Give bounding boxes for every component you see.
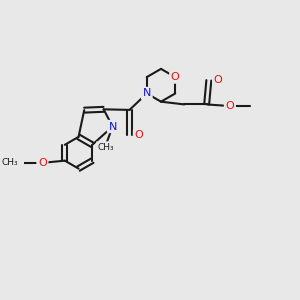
Text: O: O bbox=[38, 158, 47, 168]
Text: O: O bbox=[134, 130, 143, 140]
Text: O: O bbox=[214, 75, 223, 85]
Text: O: O bbox=[171, 72, 180, 82]
Text: N: N bbox=[108, 122, 117, 131]
Text: CH₃: CH₃ bbox=[97, 142, 114, 152]
Text: N: N bbox=[142, 88, 151, 98]
Text: CH₃: CH₃ bbox=[2, 158, 19, 167]
Text: O: O bbox=[226, 101, 234, 111]
